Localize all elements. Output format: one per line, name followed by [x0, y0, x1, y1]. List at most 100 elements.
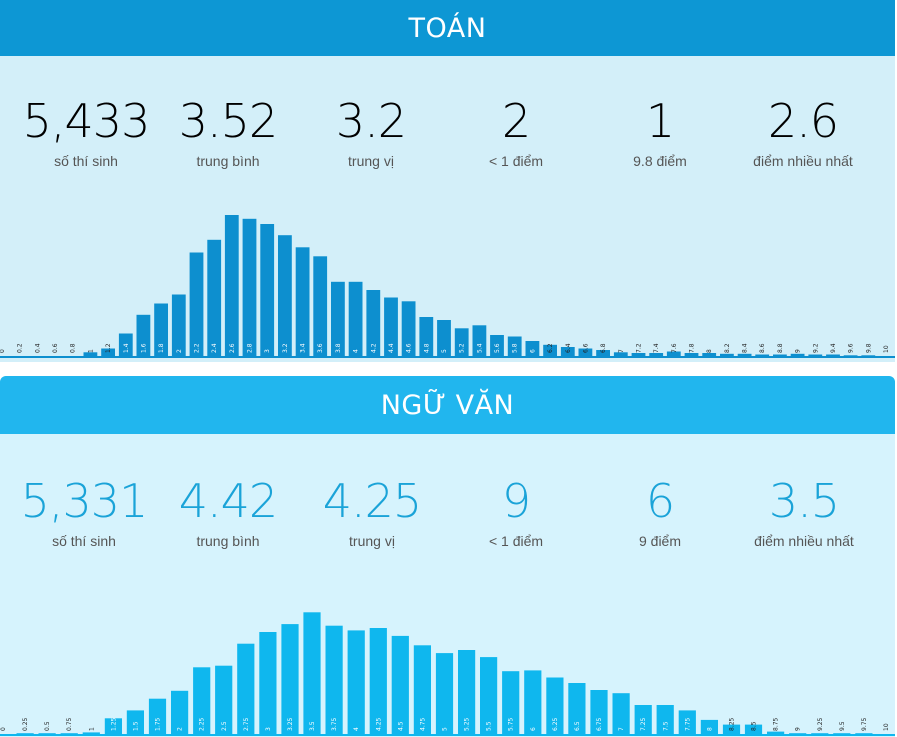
stat-label: điểm nhiều nhất [754, 533, 854, 549]
x-tick-label: 1.8 [158, 343, 165, 353]
histogram-bar [148, 698, 167, 734]
x-tick-label: 4.5 [397, 721, 404, 731]
x-tick-label: 3 [264, 349, 271, 353]
histogram-bar [722, 724, 741, 734]
histogram-bar [702, 353, 717, 356]
x-tick-label: 8 [706, 727, 713, 731]
stat-median: 3.2 trung vị [296, 96, 446, 169]
stat-candidates: 5,331 số thí sinh [9, 476, 159, 549]
stat-top-score: 6 9 điểm [585, 476, 735, 549]
x-tick-label: 7.8 [689, 343, 696, 353]
x-tick-label: 3.8 [335, 343, 342, 353]
x-tick-label: 2.75 [243, 717, 250, 731]
histogram-bar [666, 351, 681, 356]
histogram-bar [171, 294, 186, 356]
x-tick-label: 1.5 [132, 721, 139, 731]
math-histogram: 0 0.2 0.4 0.6 0.8 1 1.2 1.4 1.6 1.8 2 2.2 2.4 2.6 2.8 3… [0, 215, 895, 358]
chart-baseline [0, 734, 895, 736]
x-tick-label: 6 [530, 727, 537, 731]
literature-stats: 5,331 số thí sinh 4.42 trung bình 4.25 t… [0, 476, 895, 556]
stat-value: 3.52 [178, 94, 278, 148]
histogram-bar [631, 353, 646, 356]
x-tick-label: 4.2 [370, 343, 377, 353]
x-tick-label: 7.25 [640, 717, 647, 731]
histogram-bar [413, 645, 431, 734]
histogram-bar [502, 671, 520, 734]
x-tick-label: 1 [88, 727, 95, 731]
histogram-bar [366, 290, 381, 356]
x-tick-label: 4.75 [419, 717, 426, 731]
x-tick-label: 3 [265, 727, 272, 731]
stat-below-one: 9 < 1 điểm [441, 476, 591, 549]
x-tick-label: 6.75 [596, 717, 603, 731]
histogram-bar [472, 325, 487, 356]
x-tick-label: 8.75 [773, 717, 780, 731]
x-tick-label: 9.5 [839, 721, 846, 731]
histogram-bar [193, 667, 211, 734]
stat-median: 4.25 trung vị [297, 476, 447, 549]
x-tick-label: 3.5 [309, 721, 316, 731]
histogram-bar [154, 303, 168, 356]
stat-value: 5,433 [22, 94, 151, 148]
stat-value: 2 [501, 94, 531, 148]
x-tick-label: 6.5 [574, 721, 581, 731]
x-tick-label: 5.2 [459, 343, 466, 353]
stat-label: số thí sinh [52, 533, 116, 549]
x-tick-label: 1.25 [110, 717, 117, 731]
x-tick-label: 0.5 [44, 721, 51, 731]
stat-label: trung vị [348, 153, 394, 169]
stat-value: 6 [645, 474, 675, 528]
x-tick-label: 5.4 [476, 343, 483, 353]
x-tick-label: 0 [0, 349, 6, 353]
histogram-bar [720, 353, 734, 357]
histogram-bar [744, 724, 763, 734]
x-tick-label: 5.5 [486, 721, 493, 731]
histogram-bar [767, 731, 785, 734]
x-tick-label: 8.5 [751, 721, 758, 731]
x-tick-label: 4.4 [388, 343, 395, 353]
x-tick-label: 1.75 [155, 717, 162, 731]
x-tick-label: 9.8 [865, 343, 872, 353]
histogram-bar [596, 350, 610, 356]
histogram-bar [843, 355, 858, 357]
x-tick-label: 9.75 [861, 717, 868, 731]
x-tick-label: 5 [441, 349, 448, 353]
x-tick-label: 0.8 [70, 343, 77, 353]
x-tick-label: 10 [883, 723, 890, 731]
x-tick-label: 5.75 [508, 717, 515, 731]
stat-label: điểm nhiều nhất [753, 153, 853, 169]
stat-label: trung bình [196, 533, 260, 549]
stat-label: < 1 điểm [488, 153, 544, 169]
histogram-bar [101, 348, 115, 356]
histogram-bar [104, 718, 122, 734]
x-tick-label: 2.4 [211, 343, 218, 353]
histogram-bar [578, 348, 593, 356]
math-title: TOÁN [408, 12, 487, 44]
histogram-bar [656, 705, 674, 734]
x-tick-label: 7.6 [671, 343, 678, 353]
x-tick-label: 8.6 [759, 343, 766, 353]
stat-value: 5,331 [20, 474, 149, 528]
x-tick-label: 6 [529, 349, 536, 353]
histogram-bar [347, 630, 365, 734]
histogram-bar [313, 256, 328, 357]
stat-mean: 4.42 trung bình [153, 476, 303, 549]
histogram-bar [458, 650, 476, 734]
x-tick-label: 9 [795, 727, 802, 731]
stat-mean: 3.52 trung bình [153, 96, 303, 169]
histogram-bar [207, 239, 222, 357]
histogram-bar [215, 665, 233, 734]
x-tick-label: 9.6 [848, 343, 855, 353]
x-tick-label: 0.25 [22, 717, 29, 731]
x-tick-label: 8.2 [724, 343, 731, 353]
x-tick-label: 9.25 [817, 717, 824, 731]
x-tick-label: 9.2 [812, 343, 819, 353]
x-tick-label: 8 [706, 349, 713, 353]
histogram-bar [278, 235, 292, 356]
histogram-bar [634, 705, 652, 734]
x-tick-label: 7.4 [653, 343, 660, 353]
histogram-bar [490, 335, 504, 356]
x-tick-label: 6.2 [547, 343, 554, 353]
stat-value: 4.42 [178, 474, 278, 528]
histogram-bar [684, 353, 699, 356]
